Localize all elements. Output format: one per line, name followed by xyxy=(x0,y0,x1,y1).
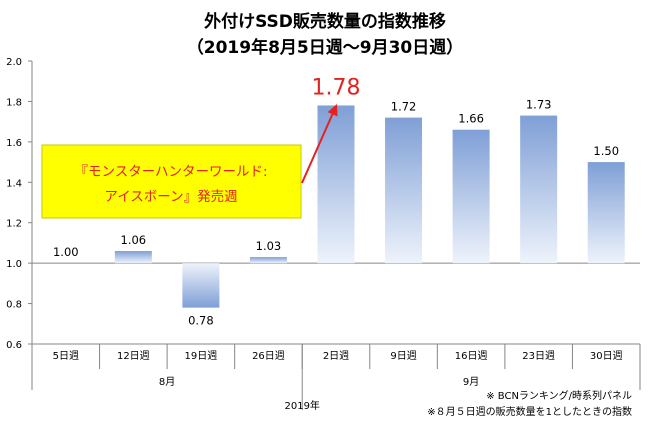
y-tick-label: 1.8 xyxy=(6,97,22,108)
data-label: 1.72 xyxy=(391,100,417,114)
data-label: 1.06 xyxy=(121,233,147,247)
data-label: 1.73 xyxy=(526,98,552,112)
category-label: 26日週 xyxy=(252,350,285,362)
data-label: 1.00 xyxy=(53,245,79,259)
year-label: 2019年 xyxy=(284,399,319,412)
category-label: 9日週 xyxy=(390,350,416,362)
annotation-line1: 『モンスターハンターワールド: xyxy=(74,164,267,180)
data-label: 1.50 xyxy=(593,144,619,158)
data-label: 1.03 xyxy=(256,239,282,253)
y-tick-label: 0.8 xyxy=(6,300,22,311)
data-labels: 1.00 1.06 0.78 1.03 1.78 1.72 1.66 1.73 1.50 xyxy=(53,75,619,327)
data-label: 1.66 xyxy=(458,112,484,126)
release-annotation: 『モンスターハンターワールド: アイスボーン』発売週 xyxy=(41,104,338,219)
y-tick-label: 2.0 xyxy=(6,57,22,68)
category-label: 2日週 xyxy=(323,350,349,362)
chart-title: 外付けSSD販売数量の指数推移 xyxy=(204,11,446,32)
annotation-arrowhead xyxy=(327,104,338,117)
month-label: 9月 xyxy=(463,376,479,388)
bar xyxy=(249,257,287,264)
chart-subtitle: （2019年8月5日週〜9月30日週） xyxy=(187,37,463,58)
bar xyxy=(182,263,220,308)
category-label: 12日週 xyxy=(117,350,150,362)
x-axis: 5日週 12日週 19日週 26日週 2日週 9日週 16日週 23日週 30日週 8月 9月 201… xyxy=(31,343,641,412)
data-label: 1.78 xyxy=(312,75,361,100)
category-label: 30日週 xyxy=(590,350,623,362)
y-tick-label: 1.4 xyxy=(6,178,22,189)
annotation-arrow xyxy=(301,112,334,184)
y-tick-label: 0.6 xyxy=(6,340,22,351)
category-label: 19日週 xyxy=(185,350,218,362)
category-label: 16日週 xyxy=(455,350,488,362)
category-label: 5日週 xyxy=(53,350,79,362)
y-tick-label: 1.6 xyxy=(6,138,22,149)
note-index: ※８月５日週の販売数量を1としたときの指数 xyxy=(427,405,632,418)
bar xyxy=(114,251,152,264)
note-source: ※ BCNランキング/時系列パネル xyxy=(486,389,632,402)
bar xyxy=(452,129,490,264)
bar xyxy=(385,117,423,264)
bar xyxy=(317,105,355,264)
y-tick-label: 1.2 xyxy=(6,219,22,230)
bar xyxy=(587,162,625,264)
data-label: 0.78 xyxy=(188,314,214,328)
annotation-box xyxy=(41,144,302,219)
bar xyxy=(520,115,558,264)
category-label: 23日週 xyxy=(522,350,555,362)
y-tick-label: 1.0 xyxy=(6,259,22,270)
annotation-line2: アイスボーン』発売週 xyxy=(104,189,238,205)
bars xyxy=(47,105,625,308)
month-label: 8月 xyxy=(159,376,175,388)
